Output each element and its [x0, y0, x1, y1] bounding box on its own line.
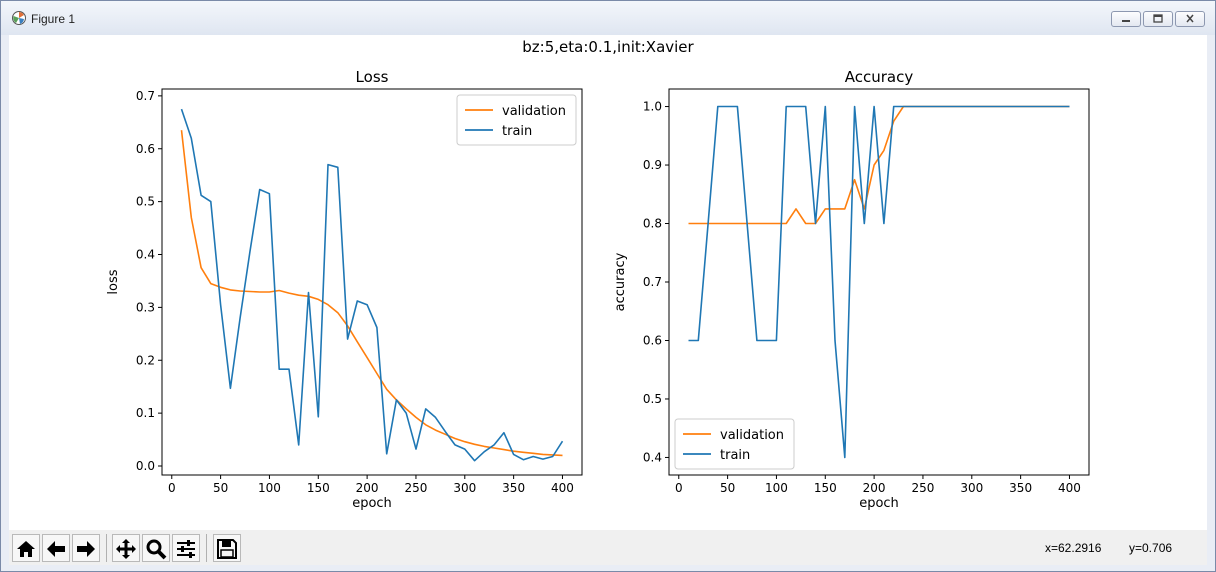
minimize-icon — [1122, 20, 1130, 22]
figure-canvas[interactable]: bz:5,eta:0.1,init:Xavier Loss 0 50 100 150 20… — [9, 35, 1207, 530]
figure-svg: bz:5,eta:0.1,init:Xavier Loss 0 50 100 150 20… — [106, 38, 1090, 511]
accuracy-legend-label-validation: validation — [720, 428, 784, 443]
loss-x-axis-label: epoch — [352, 496, 392, 511]
loss-x-tick-label: 250 — [405, 481, 428, 495]
loss-y-tick-label: 0.4 — [136, 248, 155, 262]
accuracy-y-tick-label: 0.6 — [643, 333, 662, 347]
loss-x-tick-label: 50 — [213, 481, 228, 495]
figure-suptitle: bz:5,eta:0.1,init:Xavier — [522, 38, 694, 56]
accuracy-y-tick-label: 0.7 — [643, 275, 662, 289]
accuracy-y-tick-label: 0.4 — [643, 450, 662, 464]
loss-legend — [456, 94, 577, 146]
loss-y-tick-label: 0.7 — [136, 89, 155, 103]
accuracy-x-tick-label: 0 — [675, 481, 683, 495]
loss-legend-label-validation: validation — [502, 104, 566, 119]
accuracy-y-axis-label: accuracy — [613, 252, 628, 311]
save-icon — [217, 539, 237, 559]
configure-subplots-icon — [177, 540, 195, 558]
loss-x-tick-label: 300 — [453, 481, 476, 495]
back-icon — [47, 541, 65, 557]
accuracy-x-tick-label: 400 — [1058, 481, 1081, 495]
loss-y-tick-label: 0.5 — [136, 195, 155, 209]
close-button[interactable] — [1175, 11, 1205, 27]
save-button[interactable] — [213, 534, 241, 562]
loss-x-tick-label: 350 — [502, 481, 525, 495]
loss-legend-label-train: train — [502, 124, 532, 139]
pan-button[interactable] — [112, 534, 140, 562]
loss-x-tick-label: 0 — [168, 481, 176, 495]
cursor-x-readout: x=62.2916 — [1045, 541, 1102, 555]
window-title: Figure 1 — [31, 12, 76, 26]
loss-series-train — [180, 108, 564, 462]
accuracy-x-tick-label: 200 — [863, 481, 886, 495]
loss-y-tick-label: 0.0 — [136, 459, 155, 473]
pan-icon — [116, 539, 136, 559]
maximize-icon — [1153, 14, 1163, 23]
accuracy-x-tick-label: 350 — [1009, 481, 1032, 495]
accuracy-x-tick-label: 150 — [814, 481, 837, 495]
loss-x-tick-label: 100 — [258, 481, 281, 495]
loss-series-validation — [180, 130, 563, 457]
loss-chart-title: Loss — [356, 68, 389, 86]
cursor-y-readout: y=0.706 — [1129, 541, 1173, 555]
loss-y-axis-label: loss — [106, 269, 121, 294]
maximize-button[interactable] — [1143, 11, 1173, 27]
zoom-button[interactable] — [142, 534, 170, 562]
accuracy-x-tick-label: 50 — [720, 481, 735, 495]
zoom-icon — [146, 539, 167, 560]
loss-x-tick-label: 200 — [356, 481, 379, 495]
accuracy-series-train — [688, 105, 1070, 459]
loss-chart: Loss 0 50 100 150 200 250 300 350 400 0.0 0.1 0.2 0.3… — [106, 68, 583, 511]
navigation-toolbar: x=62.2916 y=0.706 — [9, 530, 1207, 565]
loss-y-tick-label: 0.1 — [136, 406, 155, 420]
forward-button[interactable] — [72, 534, 100, 562]
configure-subplots-button[interactable] — [172, 534, 200, 562]
loss-y-tick-label: 0.2 — [136, 353, 155, 367]
accuracy-y-tick-label: 0.8 — [643, 217, 662, 231]
minimize-button[interactable] — [1111, 11, 1141, 27]
loss-y-tick-label: 0.3 — [136, 300, 155, 314]
home-button[interactable] — [12, 534, 40, 562]
accuracy-y-tick-label: 0.9 — [643, 158, 662, 172]
toolbar-separator — [206, 534, 207, 562]
accuracy-axes-frame — [668, 88, 1090, 476]
accuracy-y-tick-label: 0.5 — [643, 392, 662, 406]
loss-y-tick-label: 0.6 — [136, 142, 155, 156]
accuracy-y-tick-label: 1.0 — [643, 100, 662, 114]
accuracy-x-tick-label: 250 — [912, 481, 935, 495]
matplotlib-icon — [11, 10, 27, 26]
accuracy-x-tick-label: 300 — [960, 481, 983, 495]
accuracy-chart-title: Accuracy — [845, 68, 914, 86]
toolbar-separator — [106, 534, 107, 562]
accuracy-legend — [674, 418, 795, 470]
accuracy-x-axis-label: epoch — [859, 496, 899, 511]
accuracy-x-tick-label: 100 — [765, 481, 788, 495]
accuracy-legend-label-train: train — [720, 448, 750, 463]
title-bar[interactable]: Figure 1 — [1, 1, 1215, 35]
loss-x-tick-label: 150 — [307, 481, 330, 495]
back-button[interactable] — [42, 534, 70, 562]
forward-icon — [77, 541, 95, 557]
close-icon — [1186, 14, 1194, 23]
loss-x-tick-label: 400 — [551, 481, 574, 495]
home-icon — [17, 541, 35, 557]
accuracy-chart: Accuracy 0 50 100 150 200 250 300 350 400 0.4 0.5 0.… — [613, 68, 1090, 511]
loss-axes-frame — [161, 88, 583, 476]
